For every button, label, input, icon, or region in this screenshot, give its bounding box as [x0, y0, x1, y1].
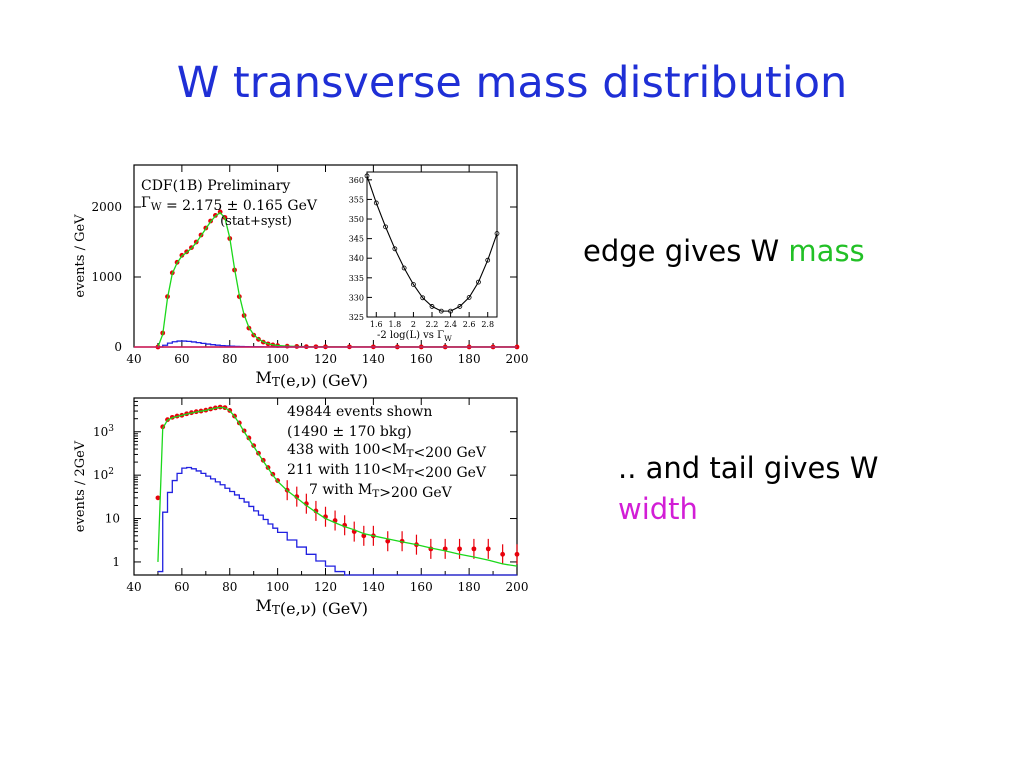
inset-point — [466, 295, 472, 300]
top-y-tick-label: 2000 — [91, 200, 122, 214]
slide-title: W transverse mass distribution — [176, 58, 848, 108]
inset-point — [401, 265, 407, 271]
bottom-x-tick-label: 120 — [314, 580, 337, 594]
bottom-y-tick-label: 102 — [93, 467, 114, 482]
bottom-x-label: MT(e,ν) (GeV) — [256, 596, 369, 618]
bottom-x-tick-label: 140 — [362, 580, 385, 594]
inset-point — [494, 231, 500, 236]
top-x-tick-label: 160 — [410, 352, 433, 366]
top-x-tick-label: 120 — [314, 352, 337, 366]
bottom-data-point — [457, 546, 462, 552]
bottom-annotation-438: 438 with 100<MT<200 GeV — [287, 442, 487, 461]
inset-x-tick-label: 2.4 — [444, 320, 457, 329]
top-x-tick-label: 140 — [362, 352, 385, 366]
bottom-annotation-7: 7 with MT>200 GeV — [309, 482, 453, 501]
caption-mass: edge gives W mass — [583, 231, 865, 272]
bottom-fit-line — [157, 406, 518, 567]
bottom-y-label: events / 2GeV — [73, 440, 88, 532]
inset-point — [438, 308, 444, 314]
top-x-tick-label: 60 — [174, 352, 189, 366]
inset-y-tick-label: 340 — [349, 254, 364, 263]
bottom-data-point — [485, 546, 491, 552]
bottom-data-point — [385, 538, 391, 544]
inset-point — [373, 200, 379, 206]
inset-x-tick-label: 2.8 — [481, 320, 494, 329]
bottom-x-tick-label: 100 — [266, 580, 289, 594]
inset-x-tick-label: 2.6 — [463, 320, 476, 329]
caption-width: .. and tail gives W width — [618, 448, 878, 529]
top-y-tick-label: 0 — [114, 340, 122, 354]
bottom-data-point — [471, 546, 477, 552]
inset-y-tick-label: 325 — [349, 313, 364, 322]
caption-mass-highlight: mass — [788, 234, 865, 268]
inset-point — [485, 257, 491, 263]
inset-x-tick-label: 1.8 — [388, 320, 401, 329]
bottom-annotation-events: 49844 events shown — [287, 404, 432, 420]
inset-point — [476, 279, 481, 285]
bottom-annotation-211: 211 with 110<MT<200 GeV — [287, 462, 487, 481]
bottom-y-tick-label: 10 — [105, 512, 120, 526]
top-x-tick-label: 200 — [506, 352, 529, 366]
top-background-line — [157, 340, 517, 348]
top-x-label: MT(e,ν) (GeV) — [256, 368, 369, 390]
top-x-tick-label: 180 — [458, 352, 481, 366]
top-annotation-width: ΓW = 2.175 ± 0.165 GeV — [141, 195, 318, 214]
top-y-tick-label: 1000 — [91, 270, 122, 284]
bottom-y-tick-label: 103 — [93, 424, 114, 439]
inset-point — [383, 224, 388, 230]
inset-y-tick-label: 330 — [349, 293, 364, 302]
top-x-tick-label: 100 — [266, 352, 289, 366]
inset-point — [364, 173, 370, 179]
caption-mass-text: edge gives W — [583, 234, 789, 268]
bottom-data-point — [155, 495, 161, 501]
inset-y-tick-label: 345 — [349, 235, 364, 244]
caption-width-highlight: width — [618, 491, 698, 526]
inset-x-label: -2 log(L) vs ΓW — [377, 330, 452, 343]
inset-x-tick-label: 2.2 — [426, 320, 439, 329]
top-x-tick-label: 80 — [222, 352, 237, 366]
inset-point — [392, 246, 398, 252]
inset-point — [420, 295, 426, 301]
bottom-x-tick-label: 180 — [458, 580, 481, 594]
inset-x-tick-label: 2 — [411, 320, 416, 329]
top-x-tick-label: 40 — [126, 352, 141, 366]
top-annotation-stat: (stat+syst) — [220, 214, 292, 229]
bottom-x-tick-label: 200 — [506, 580, 529, 594]
bottom-data-point — [361, 533, 367, 539]
bottom-x-tick-label: 160 — [410, 580, 433, 594]
inset-y-tick-label: 350 — [349, 215, 364, 224]
inset-point — [429, 304, 435, 309]
inset-curve — [366, 175, 498, 312]
inset-point — [448, 308, 453, 314]
top-y-label: events / GeV — [73, 214, 88, 298]
bottom-x-tick-label: 60 — [174, 580, 189, 594]
bottom-annotation-bkg: (1490 ± 170 bkg) — [287, 424, 412, 440]
caption-width-text: .. and tail gives W — [618, 451, 879, 485]
bottom-background-line — [157, 466, 517, 576]
inset-y-tick-label: 355 — [349, 195, 364, 204]
inset-y-tick-label: 360 — [349, 176, 364, 185]
bottom-x-tick-label: 80 — [222, 580, 237, 594]
inset-y-tick-label: 335 — [349, 274, 364, 283]
inset-x-tick-label: 1.6 — [370, 320, 383, 329]
bottom-data-point — [294, 494, 300, 500]
bottom-x-tick-label: 40 — [126, 580, 141, 594]
bottom-y-tick-label: 1 — [112, 555, 120, 569]
inset-point — [411, 282, 416, 287]
bottom-data-point — [514, 551, 520, 557]
bottom-data-point — [500, 551, 506, 557]
inset-frame — [366, 171, 498, 318]
inset-point — [457, 304, 463, 309]
top-annotation-title: CDF(1B) Preliminary — [141, 178, 290, 194]
